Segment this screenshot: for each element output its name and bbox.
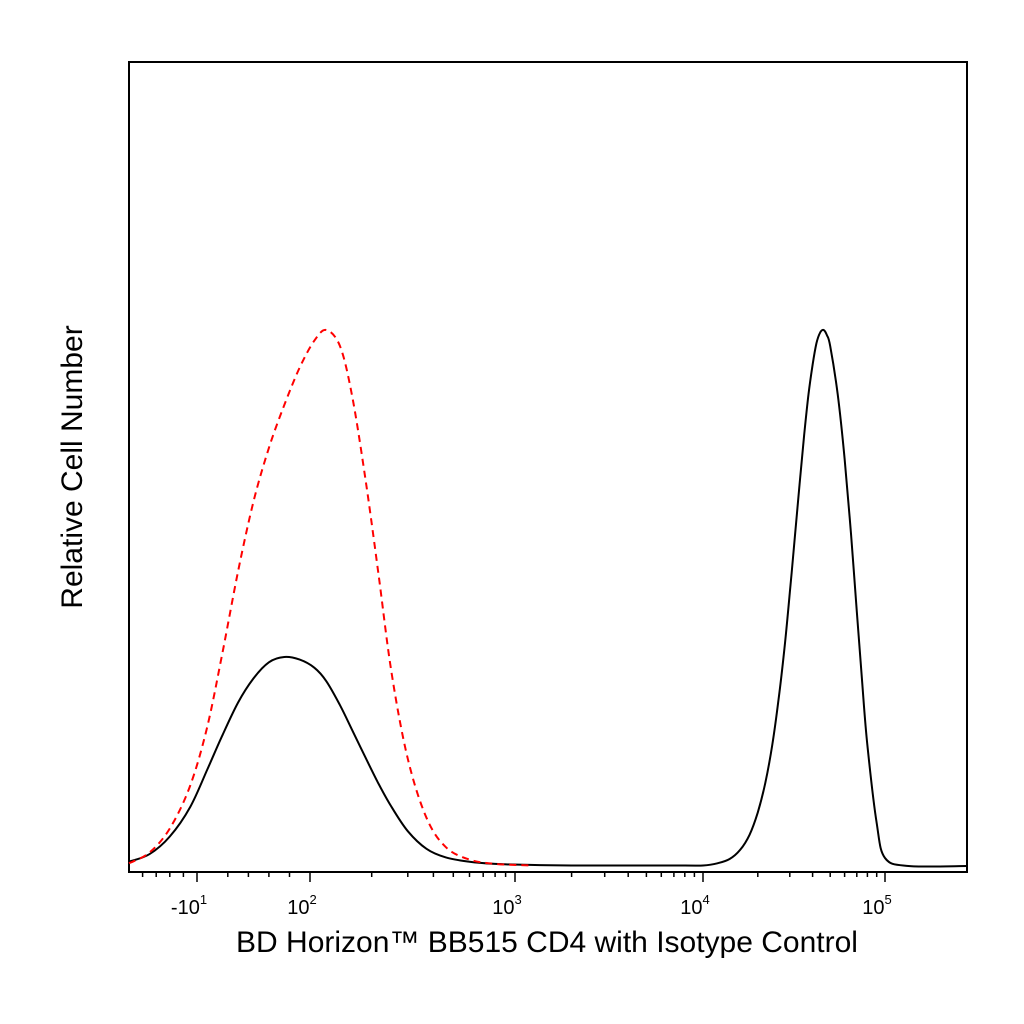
x-tick-label: 104 — [680, 892, 709, 919]
x-tick-label: 103 — [492, 892, 521, 919]
x-tick-label: 102 — [287, 892, 316, 919]
x-axis-ticks: -101 102 103 104 105 — [141, 872, 892, 919]
cd4-stained-curve — [128, 328, 968, 868]
x-axis-title: BD Horizon™ BB515 CD4 with Isotype Contr… — [236, 926, 858, 959]
plot-frame — [128, 61, 968, 873]
isotype-control-curve — [128, 328, 530, 867]
x-tick-label: -101 — [171, 892, 207, 919]
y-axis-title: Relative Cell Number — [56, 325, 89, 608]
series-layer — [128, 328, 968, 868]
x-tick-label: 105 — [862, 892, 891, 919]
